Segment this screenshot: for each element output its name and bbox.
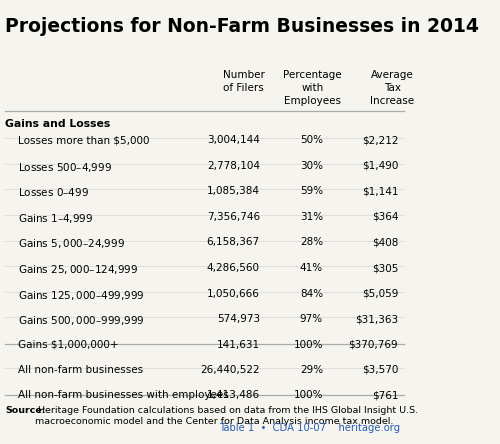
- Text: $3,570: $3,570: [362, 365, 398, 375]
- Text: Losses $500–$4,999: Losses $500–$4,999: [18, 161, 112, 174]
- Text: $31,363: $31,363: [355, 314, 398, 324]
- Text: $761: $761: [372, 390, 398, 400]
- Text: 4,286,560: 4,286,560: [207, 263, 260, 273]
- Text: $370,769: $370,769: [348, 340, 398, 350]
- Text: All non-farm businesses: All non-farm businesses: [18, 365, 143, 375]
- Text: 41%: 41%: [300, 263, 323, 273]
- Text: Source:: Source:: [6, 406, 46, 415]
- Text: 100%: 100%: [294, 390, 323, 400]
- Text: 2,778,104: 2,778,104: [207, 161, 260, 170]
- Text: Table 1  •  CDA 10-07    heritage.org: Table 1 • CDA 10-07 heritage.org: [219, 423, 400, 433]
- Text: 100%: 100%: [294, 340, 323, 350]
- Text: 7,356,746: 7,356,746: [206, 212, 260, 222]
- Text: Heritage Foundation calculations based on data from the IHS Global Insight U.S.
: Heritage Foundation calculations based o…: [35, 406, 418, 426]
- Text: $1,141: $1,141: [362, 186, 398, 196]
- Text: Percentage
with
Employees: Percentage with Employees: [284, 70, 342, 106]
- Text: 1,085,384: 1,085,384: [207, 186, 260, 196]
- Text: 26,440,522: 26,440,522: [200, 365, 260, 375]
- Text: 84%: 84%: [300, 289, 323, 299]
- Text: $2,212: $2,212: [362, 135, 398, 145]
- Text: Losses $0–$499: Losses $0–$499: [18, 186, 88, 198]
- Text: 574,973: 574,973: [216, 314, 260, 324]
- Text: Gains and Losses: Gains and Losses: [6, 119, 110, 129]
- Text: 3,004,144: 3,004,144: [207, 135, 260, 145]
- Text: $305: $305: [372, 263, 398, 273]
- Text: Number
of Filers: Number of Filers: [222, 70, 264, 93]
- Text: 30%: 30%: [300, 161, 323, 170]
- Text: Gains $125,000–$499,999: Gains $125,000–$499,999: [18, 289, 144, 301]
- Text: Projections for Non-Farm Businesses in 2014: Projections for Non-Farm Businesses in 2…: [6, 17, 480, 36]
- Text: 29%: 29%: [300, 365, 323, 375]
- Text: 1,413,486: 1,413,486: [206, 390, 260, 400]
- Text: 1,050,666: 1,050,666: [207, 289, 260, 299]
- Text: Gains $25,000–$124,999: Gains $25,000–$124,999: [18, 263, 138, 276]
- Text: 59%: 59%: [300, 186, 323, 196]
- Text: Losses more than $5,000: Losses more than $5,000: [18, 135, 149, 145]
- Text: $5,059: $5,059: [362, 289, 398, 299]
- Text: $364: $364: [372, 212, 398, 222]
- Text: 31%: 31%: [300, 212, 323, 222]
- Text: All non-farm businesses with employees: All non-farm businesses with employees: [18, 390, 229, 400]
- Text: 141,631: 141,631: [216, 340, 260, 350]
- Text: 6,158,367: 6,158,367: [206, 238, 260, 247]
- Text: 28%: 28%: [300, 238, 323, 247]
- Text: Gains $1,000,000+: Gains $1,000,000+: [18, 340, 118, 350]
- Text: $408: $408: [372, 238, 398, 247]
- Text: Average
Tax
Increase: Average Tax Increase: [370, 70, 414, 106]
- Text: 50%: 50%: [300, 135, 323, 145]
- Text: Gains $1–$4,999: Gains $1–$4,999: [18, 212, 93, 225]
- Text: Gains $500,000–$999,999: Gains $500,000–$999,999: [18, 314, 144, 327]
- Text: 97%: 97%: [300, 314, 323, 324]
- Text: Gains $5,000–$24,999: Gains $5,000–$24,999: [18, 238, 124, 250]
- Text: $1,490: $1,490: [362, 161, 398, 170]
